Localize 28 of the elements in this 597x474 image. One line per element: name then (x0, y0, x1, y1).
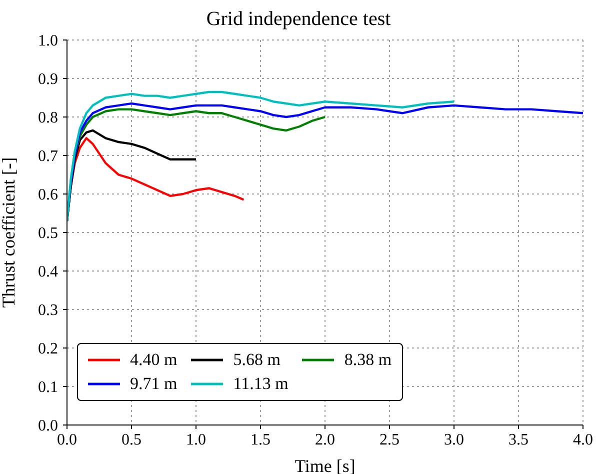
legend-label: 4.40 m (130, 350, 178, 370)
y-axis-title: Thrust coefficient [-] (0, 157, 18, 308)
x-tick-label: 3.0 (444, 431, 464, 448)
y-tick-label: 0.2 (38, 340, 58, 358)
chart-title: Grid independence test (205, 8, 392, 31)
x-tick-label: 0.5 (122, 431, 142, 448)
y-tick-label: 0.5 (38, 225, 58, 242)
x-tick-label: 2.5 (380, 431, 400, 448)
y-tick-label: 0.1 (38, 379, 58, 396)
legend-label: 11.13 m (233, 374, 288, 394)
y-tick-label: 0.0 (38, 418, 58, 435)
y-tick-label: 0.7 (38, 148, 58, 166)
y-tick-label: 0.9 (38, 71, 58, 88)
y-tick-label: 0.8 (38, 110, 58, 127)
x-tick-label: 1.0 (186, 431, 206, 448)
legend-label: 8.38 m (344, 350, 392, 370)
legend-label: 9.71 m (130, 374, 178, 394)
y-tick-label: 0.6 (38, 186, 58, 204)
x-tick-label: 0.0 (57, 431, 77, 448)
line-series (67, 90, 456, 222)
legend-label: 5.68 m (233, 350, 280, 370)
y-tick-label: 0.4 (38, 264, 58, 281)
x-tick-label: 2.0 (315, 431, 335, 448)
y-tick-label: 1.0 (38, 32, 58, 50)
x-tick-label: 1.5 (250, 431, 270, 448)
x-tick-label: 3.5 (508, 431, 528, 448)
x-tick-label: 4.0 (573, 431, 593, 448)
y-tick-label: 0.3 (38, 302, 58, 320)
